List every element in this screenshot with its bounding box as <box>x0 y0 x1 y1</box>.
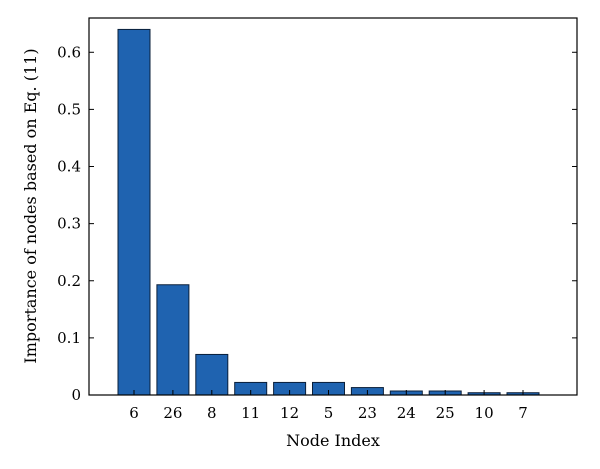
x-tick-label: 8 <box>207 404 217 422</box>
x-tick-label: 7 <box>518 404 528 422</box>
y-tick-label: 0.1 <box>57 329 81 347</box>
y-tick-label: 0.2 <box>57 272 81 290</box>
x-tick-label: 12 <box>280 404 299 422</box>
x-tick-label: 10 <box>475 404 494 422</box>
bar-node-26 <box>156 284 190 396</box>
x-tick-label: 6 <box>129 404 139 422</box>
bars-group <box>117 28 540 396</box>
y-tick-label: 0.3 <box>57 215 81 233</box>
y-tick-label: 0.5 <box>57 100 81 118</box>
x-tick-label: 11 <box>241 404 260 422</box>
bar-node-6 <box>117 28 151 396</box>
y-axis-ticks: 0 0.1 0.2 0.3 0.4 0.5 0.6 <box>57 43 577 404</box>
x-axis-label: Node Index <box>286 431 380 450</box>
y-tick-label: 0.6 <box>57 43 81 61</box>
plot-frame <box>88 17 578 396</box>
y-tick-label: 0 <box>71 386 81 404</box>
x-tick-label: 24 <box>397 404 416 422</box>
y-tick-label: 0.4 <box>57 158 81 176</box>
x-tick-label: 26 <box>163 404 182 422</box>
x-tick-label: 5 <box>324 404 334 422</box>
y-axis-label: Importance of nodes based on Eq. (11) <box>21 48 40 363</box>
x-axis-ticks: 6 26 8 11 12 5 23 24 25 10 7 <box>129 390 528 422</box>
x-tick-label: 25 <box>436 404 455 422</box>
bar-node-8 <box>195 353 229 396</box>
x-tick-label: 23 <box>358 404 377 422</box>
